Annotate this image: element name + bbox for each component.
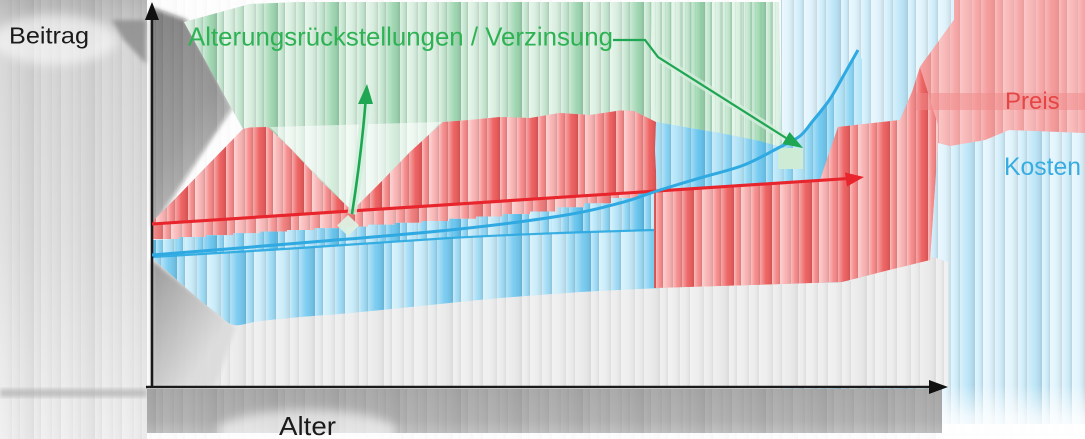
svg-text:Preis: Preis	[1005, 88, 1060, 115]
svg-text:Beitrag: Beitrag	[9, 23, 89, 49]
svg-text:Kosten: Kosten	[1004, 153, 1081, 181]
svg-text:Alter: Alter	[279, 411, 336, 439]
svg-text:Alterungsrückstellungen / Verz: Alterungsrückstellungen / Verzinsung	[188, 22, 613, 52]
